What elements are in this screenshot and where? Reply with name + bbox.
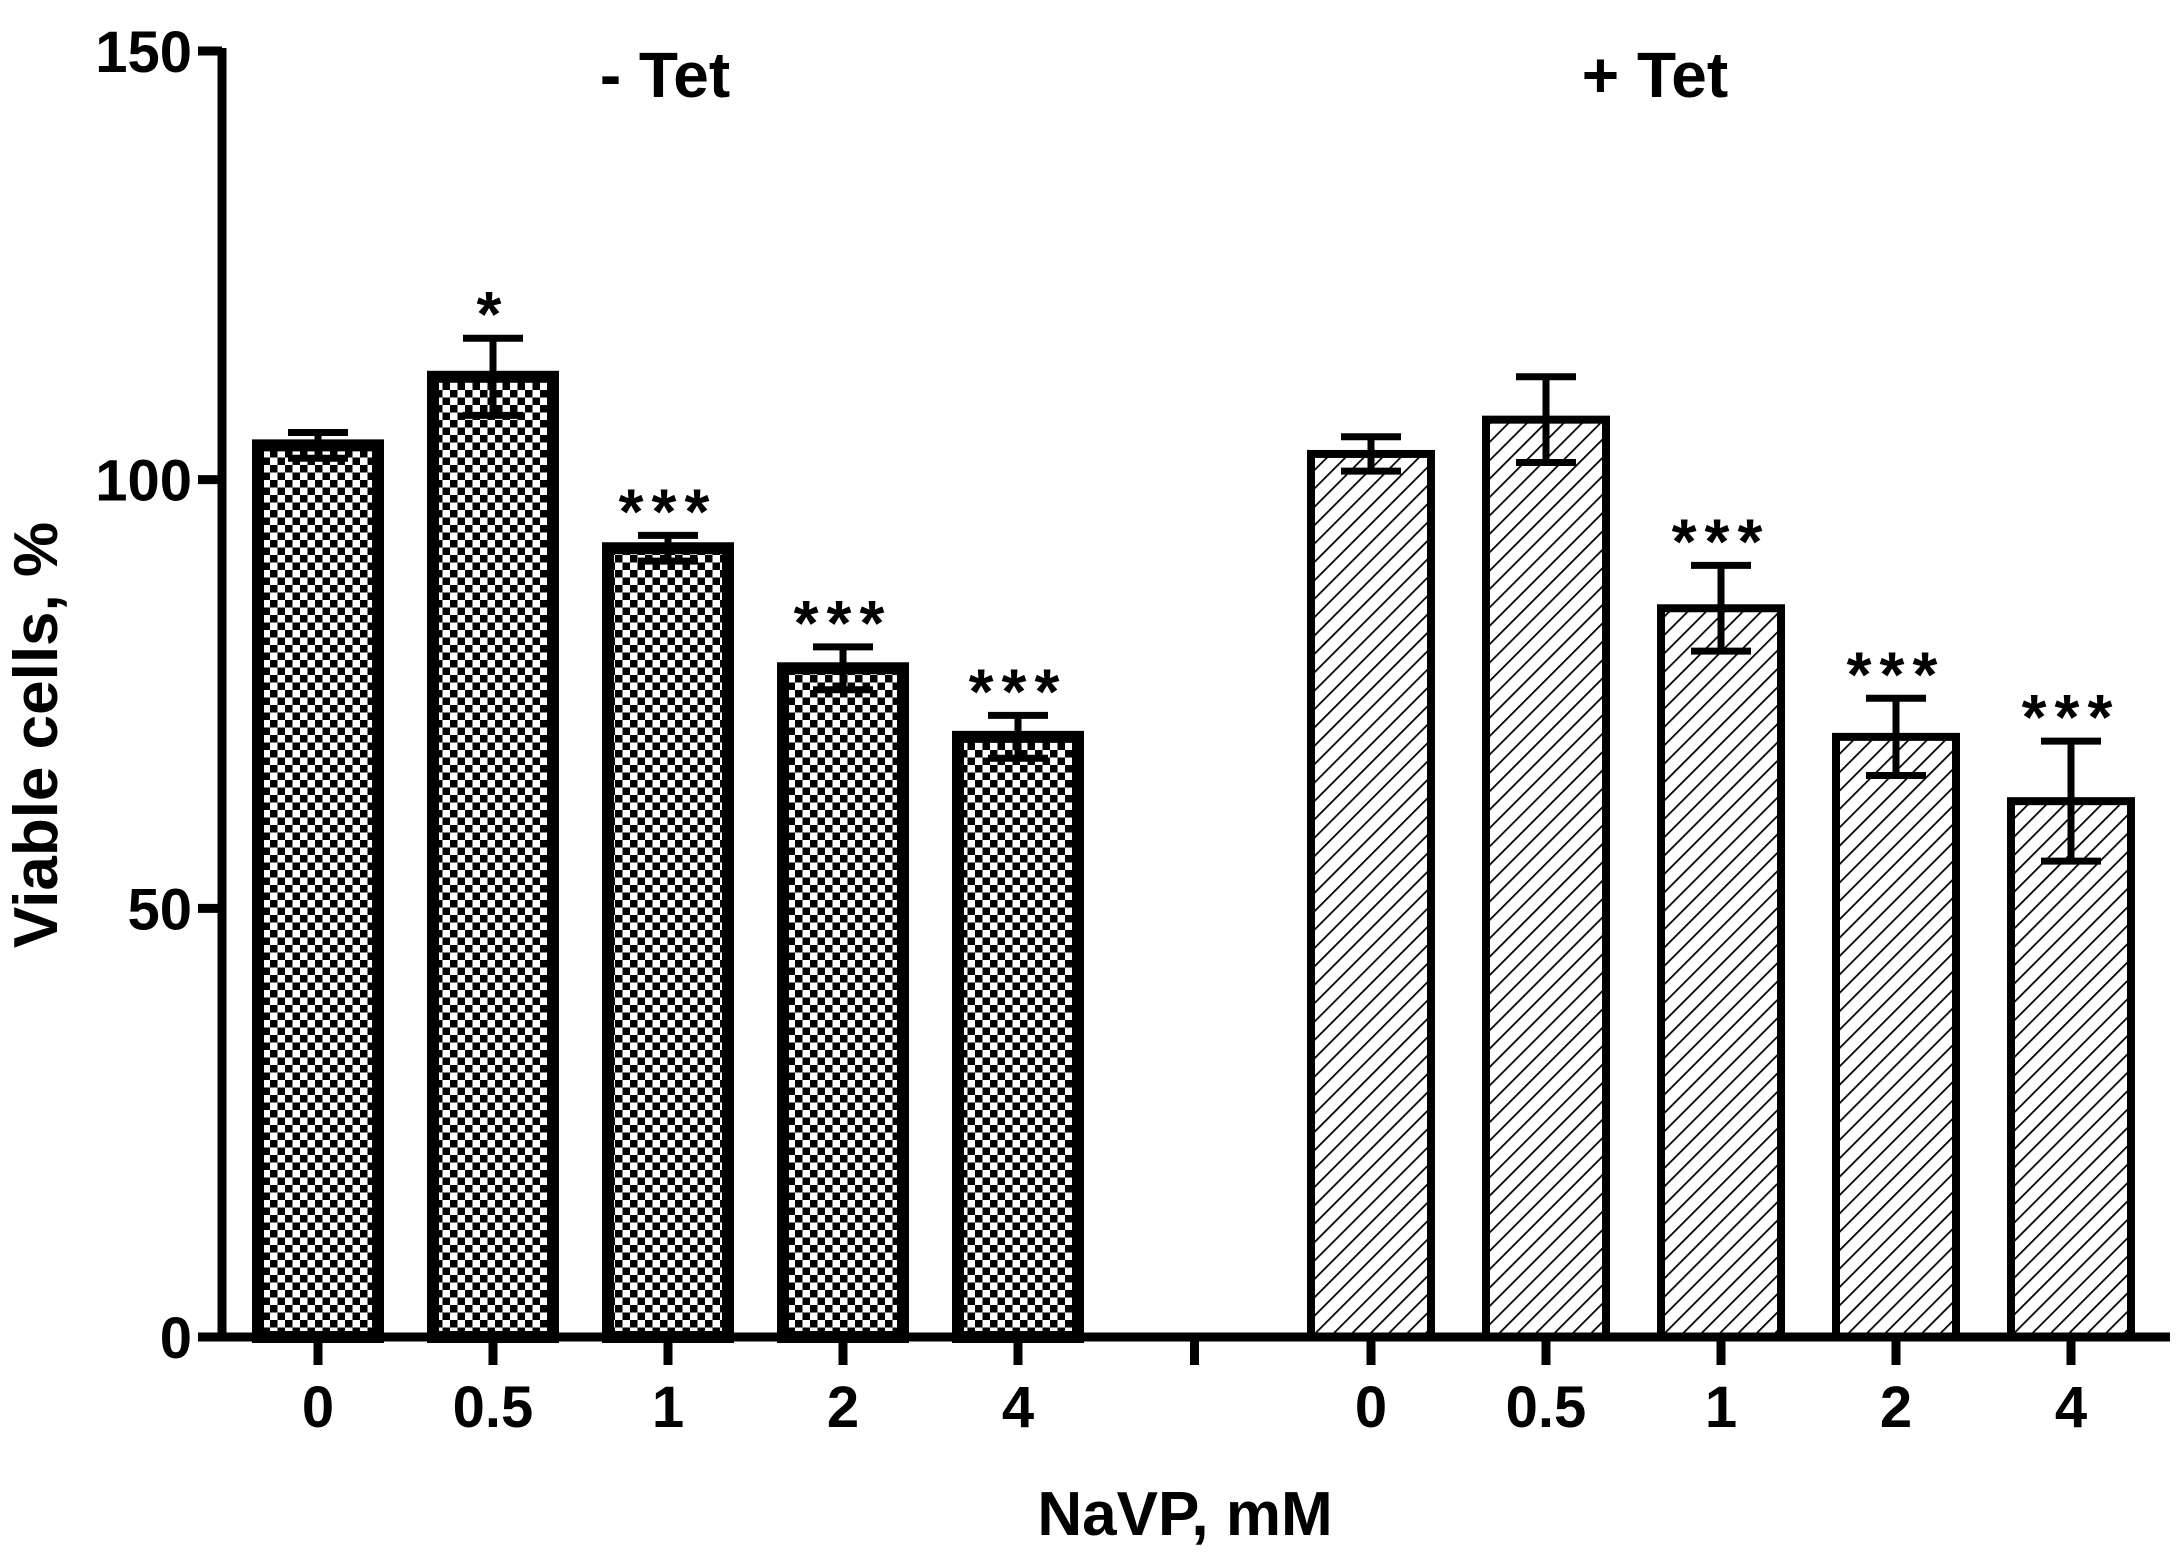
x-tick-label: 2 [827, 1375, 859, 1440]
y-tick-label: 50 [127, 877, 192, 942]
bar [2007, 797, 2135, 1341]
group-title-plus-tet: + Tet [1582, 39, 1728, 111]
y-axis-label: Viable cells, % [2, 522, 71, 948]
bar [1307, 449, 1435, 1341]
x-tick-label: 2 [1880, 1375, 1912, 1440]
x-tick-label: 0 [1355, 1375, 1387, 1440]
significance-label: *** [969, 655, 1068, 727]
x-ticks: 0 0.5 1 2 4 0 0.5 1 2 4 [302, 1337, 2087, 1440]
bar [602, 542, 734, 1343]
x-axis-label: NaVP, mM [1037, 1480, 1332, 1549]
bar [252, 439, 384, 1343]
y-tick-label: 0 [160, 1306, 192, 1371]
x-tick-label: 0 [302, 1375, 334, 1440]
y-tick-label: 150 [95, 20, 192, 85]
bar [1482, 415, 1610, 1341]
significance-label: * [477, 278, 510, 350]
bars-layer: ******************* [252, 278, 2135, 1343]
x-tick-label: 0.5 [453, 1375, 534, 1440]
bar [952, 730, 1084, 1343]
x-tick-label: 4 [1002, 1375, 1034, 1440]
x-tick-label: 4 [2055, 1375, 2087, 1440]
x-tick-label: 1 [1705, 1375, 1737, 1440]
significance-label: *** [1847, 638, 1946, 710]
significance-label: *** [1672, 505, 1771, 577]
significance-label: *** [2022, 681, 2121, 753]
significance-label: *** [619, 475, 718, 547]
x-tick-label: 1 [652, 1375, 684, 1440]
bar [777, 662, 909, 1343]
y-ticks: 0 50 100 150 [95, 20, 222, 1371]
bar [1657, 604, 1785, 1341]
group-title-minus-tet: - Tet [600, 39, 730, 111]
bar [1832, 732, 1960, 1341]
bar [427, 370, 559, 1343]
y-tick-label: 100 [95, 449, 192, 514]
x-tick-label: 0.5 [1506, 1375, 1587, 1440]
significance-label: *** [794, 587, 893, 659]
